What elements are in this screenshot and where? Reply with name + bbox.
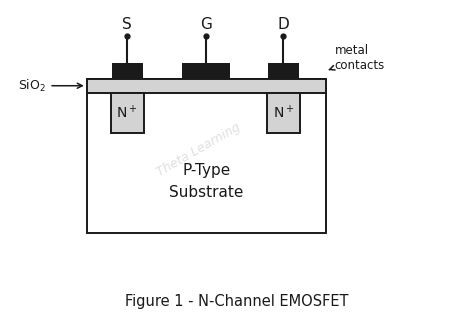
Bar	[87, 79, 326, 93]
Text: N$^+$: N$^+$	[117, 104, 138, 122]
Text: P-Type: P-Type	[182, 163, 230, 178]
Text: Theta Learning: Theta Learning	[155, 121, 243, 179]
Text: Substrate: Substrate	[169, 185, 243, 200]
Text: S: S	[122, 17, 132, 32]
Text: metal
contacts: metal contacts	[329, 44, 385, 72]
Text: G: G	[200, 17, 212, 32]
Text: D: D	[277, 17, 289, 32]
Text: SiO$_2$: SiO$_2$	[18, 78, 82, 94]
Bar	[182, 63, 230, 79]
Text: Figure 1 - N-Channel EMOSFET: Figure 1 - N-Channel EMOSFET	[125, 294, 349, 309]
Bar	[110, 93, 144, 133]
Text: N$^+$: N$^+$	[273, 104, 294, 122]
Bar	[267, 93, 300, 133]
Bar	[268, 63, 299, 79]
Bar	[87, 79, 326, 233]
Bar	[111, 63, 143, 79]
